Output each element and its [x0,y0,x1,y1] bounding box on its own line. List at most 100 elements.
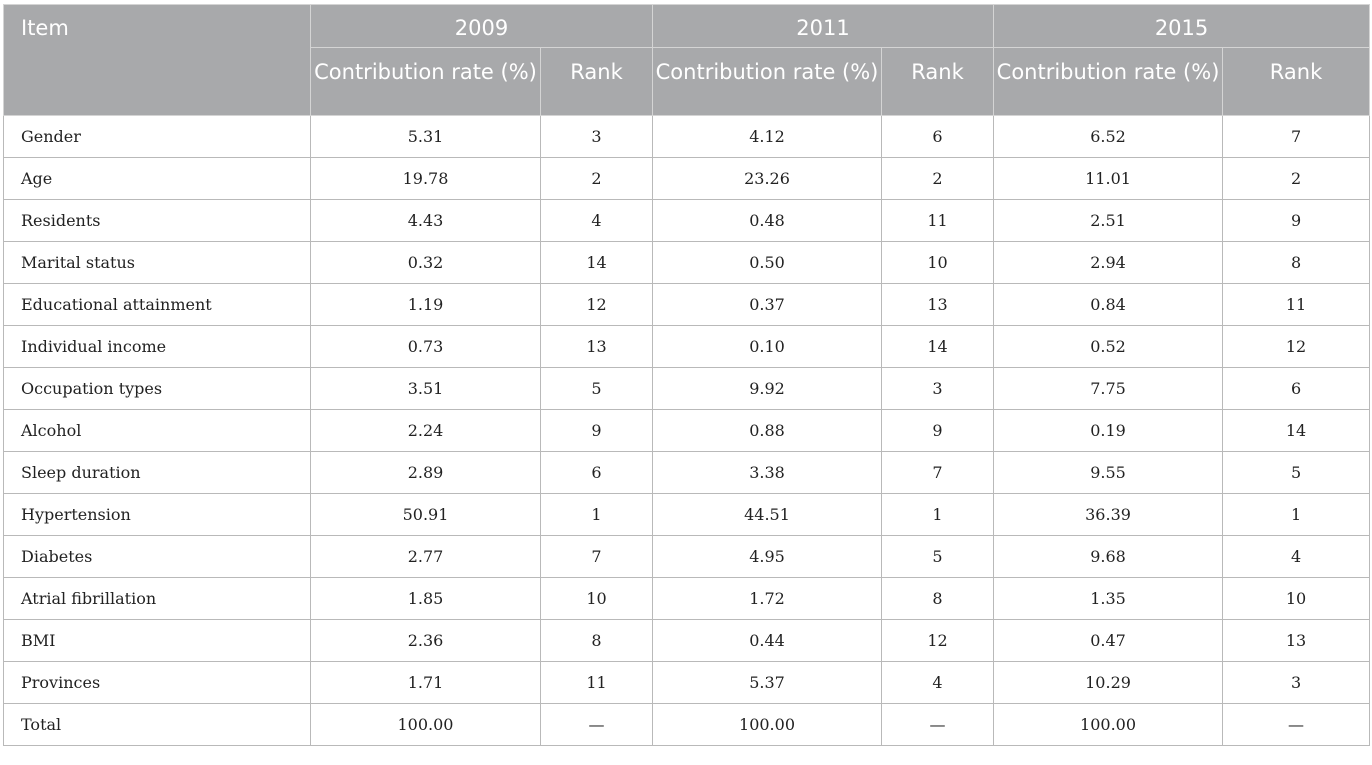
rank-2011: 6 [881,115,995,158]
contribution-2015: 2.94 [993,241,1224,284]
rank-2011: 11 [881,199,995,242]
header-year-2009: 2009 [309,4,654,48]
rank-2015: 5 [1222,451,1371,494]
table-body: Gender 5.31 3 4.12 6 6.52 7 Age 19.78 2 23.26 2 11.0… [3,115,1371,746]
rank-2015: 6 [1222,367,1371,410]
contribution-2011: 23.26 [652,157,883,200]
table-row: Hypertension 50.91 1 44.51 1 36.39 1 [3,493,1371,536]
rank-2011: — [881,703,995,746]
rank-2009: 2 [539,157,654,200]
contribution-2009: 2.36 [310,619,541,662]
row-label: Gender [3,115,311,158]
row-label: Sleep duration [3,451,311,494]
rank-2011: 4 [881,661,995,704]
row-label: Residents [3,199,311,242]
rank-2015: 12 [1222,325,1371,368]
rank-2009: 10 [539,577,654,620]
contribution-2009: 5.31 [310,115,541,158]
rank-2015: 4 [1222,535,1371,578]
row-label: Marital status [3,241,311,284]
contribution-2015: 6.52 [993,115,1224,158]
row-label: Individual income [3,325,311,368]
rank-2011: 2 [881,157,995,200]
contribution-2015: 0.52 [993,325,1224,368]
rank-2009: 13 [539,325,654,368]
rank-2009: 4 [539,199,654,242]
contribution-2011: 100.00 [652,703,883,746]
rank-2011: 8 [881,577,995,620]
contribution-2011: 4.12 [652,115,883,158]
contribution-2009: 0.32 [310,241,541,284]
contribution-2015: 0.47 [993,619,1224,662]
rank-2015: 1 [1222,493,1371,536]
rank-2011: 12 [881,619,995,662]
row-label: Atrial fibrillation [3,577,311,620]
rank-2009: 7 [539,535,654,578]
row-label: Educational attainment [3,283,311,326]
contribution-2009: 2.89 [310,451,541,494]
contribution-2011: 0.88 [652,409,883,452]
table-row: Atrial fibrillation 1.85 10 1.72 8 1.35 10 [3,577,1371,620]
contribution-2009: 1.85 [310,577,541,620]
table-row: Residents 4.43 4 0.48 11 2.51 9 [3,199,1371,242]
table-row: Sleep duration 2.89 6 3.38 7 9.55 5 [3,451,1371,494]
rank-2009: 3 [539,115,654,158]
contribution-2011: 0.37 [652,283,883,326]
rank-2015: 9 [1222,199,1371,242]
row-label: Age [3,157,311,200]
rank-2011: 5 [881,535,995,578]
contribution-2015: 11.01 [993,157,1224,200]
rank-2009: 12 [539,283,654,326]
header-contribution-2015: Contribution rate (%) [993,47,1224,116]
table-row: Provinces 1.71 11 5.37 4 10.29 3 [3,661,1371,704]
header-year-2015: 2015 [993,4,1371,48]
contribution-2011: 44.51 [652,493,883,536]
contribution-2011: 0.50 [652,241,883,284]
contribution-2011: 0.48 [652,199,883,242]
rank-2011: 7 [881,451,995,494]
contribution-2015: 0.84 [993,283,1224,326]
rank-2009: 1 [539,493,654,536]
contribution-2009: 3.51 [310,367,541,410]
table-row: Educational attainment 1.19 12 0.37 13 0.84 11 [3,283,1371,326]
row-label: Diabetes [3,535,311,578]
contribution-2015: 9.55 [993,451,1224,494]
header-row-years: Item 2009 2011 2015 [3,4,1371,116]
rank-2011: 3 [881,367,995,410]
contribution-2015: 2.51 [993,199,1224,242]
contribution-2015: 100.00 [993,703,1224,746]
rank-2011: 1 [881,493,995,536]
rank-2009: — [539,703,654,746]
header-rank-2009: Rank [539,47,654,116]
contribution-2015: 36.39 [993,493,1224,536]
contribution-2009: 1.71 [310,661,541,704]
table-row: BMI 2.36 8 0.44 12 0.47 13 [3,619,1371,662]
contribution-2009: 0.73 [310,325,541,368]
row-label: Occupation types [3,367,311,410]
table-row: Individual income 0.73 13 0.10 14 0.52 12 [3,325,1371,368]
contribution-2009: 19.78 [310,157,541,200]
rank-2015: 3 [1222,661,1371,704]
header-item: Item [3,4,311,116]
rank-2011: 14 [881,325,995,368]
rank-2015: 11 [1222,283,1371,326]
contribution-2009: 1.19 [310,283,541,326]
table-row: Total 100.00—100.00—100.00— [3,703,1371,746]
table-container: Item 2009 2011 2015 Contribution rate (%… [3,4,1371,746]
rank-2009: 9 [539,409,654,452]
contribution-2011: 0.10 [652,325,883,368]
contribution-2015: 0.19 [993,409,1224,452]
rank-2015: — [1222,703,1371,746]
contribution-2015: 9.68 [993,535,1224,578]
header-rank-2011: Rank [881,47,995,116]
contribution-2009: 100.00 [310,703,541,746]
rank-2015: 14 [1222,409,1371,452]
header-contribution-2009: Contribution rate (%) [310,47,541,116]
contribution-2009: 2.77 [310,535,541,578]
row-label: BMI [3,619,311,662]
contribution-2015: 10.29 [993,661,1224,704]
table-row: Diabetes 2.77 7 4.95 5 9.68 4 [3,535,1371,578]
header-contribution-2011: Contribution rate (%) [652,47,883,116]
contribution-2011: 9.92 [652,367,883,410]
row-label: Hypertension [3,493,311,536]
